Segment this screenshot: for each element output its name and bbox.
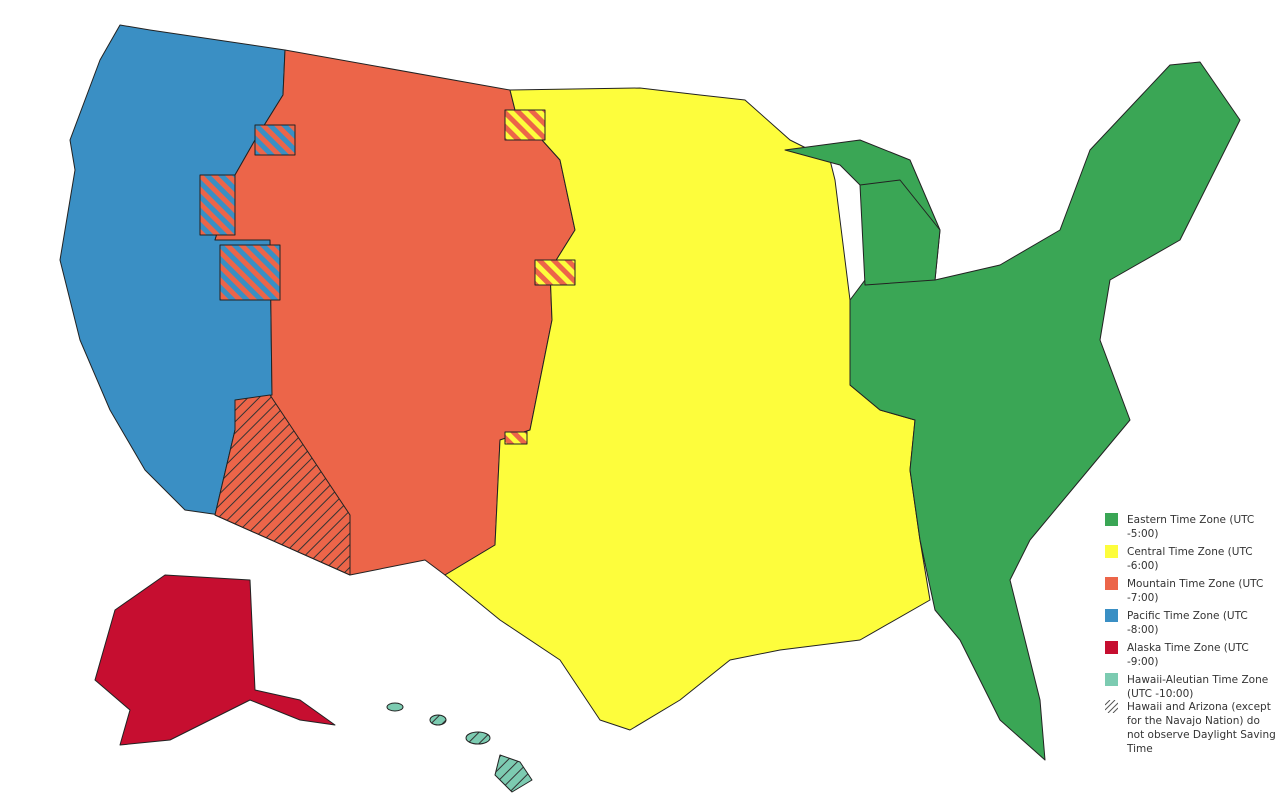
legend-hatch-note: Hawaii and Arizona (except for the Navaj…	[1105, 700, 1280, 756]
hatch-icon	[1105, 700, 1118, 713]
pacific-swatch	[1105, 609, 1118, 622]
hatch-note-text: Hawaii and Arizona (except for the Navaj…	[1127, 701, 1276, 755]
alaska	[94, 574, 336, 746]
legend-item-mountain: Mountain Time Zone (UTC -7:00)	[1105, 577, 1280, 605]
legend-item-alaska: Alaska Time Zone (UTC -9:00)	[1105, 641, 1280, 669]
split-county-5	[534, 259, 576, 286]
hawaii-island-1	[386, 702, 404, 712]
split-county-1	[254, 124, 296, 156]
legend-item-central: Central Time Zone (UTC -6:00)	[1105, 545, 1280, 573]
split-county-3	[219, 244, 281, 301]
hawaii-big-island	[494, 754, 533, 793]
legend-label: Mountain Time Zone (UTC -7:00)	[1127, 578, 1264, 604]
mountain-swatch	[1105, 577, 1118, 590]
central-swatch	[1105, 545, 1118, 558]
alaska-swatch	[1105, 641, 1118, 654]
legend-label: Alaska Time Zone (UTC -9:00)	[1127, 642, 1249, 668]
arizona-no-dst	[214, 394, 351, 576]
legend-label: Pacific Time Zone (UTC -8:00)	[1127, 610, 1248, 636]
legend: Eastern Time Zone (UTC -5:00) Central Ti…	[1105, 513, 1280, 705]
hawaii-island-2	[429, 714, 447, 726]
central-zone	[444, 87, 931, 731]
legend-item-hawaii: Hawaii-Aleutian Time Zone (UTC -10:00)	[1105, 673, 1280, 701]
legend-label: Central Time Zone (UTC -6:00)	[1127, 546, 1253, 572]
legend-item-eastern: Eastern Time Zone (UTC -5:00)	[1105, 513, 1280, 541]
legend-label: Eastern Time Zone (UTC -5:00)	[1127, 514, 1255, 540]
legend-item-pacific: Pacific Time Zone (UTC -8:00)	[1105, 609, 1280, 637]
michigan-peninsula	[859, 179, 941, 286]
legend-label: Hawaii-Aleutian Time Zone (UTC -10:00)	[1127, 674, 1269, 700]
split-county-2	[199, 174, 236, 236]
eastern-swatch	[1105, 513, 1118, 526]
hawaii-swatch	[1105, 673, 1118, 686]
split-county-6	[504, 431, 528, 445]
hawaii-island-3	[465, 731, 491, 745]
split-county-4	[504, 109, 546, 141]
